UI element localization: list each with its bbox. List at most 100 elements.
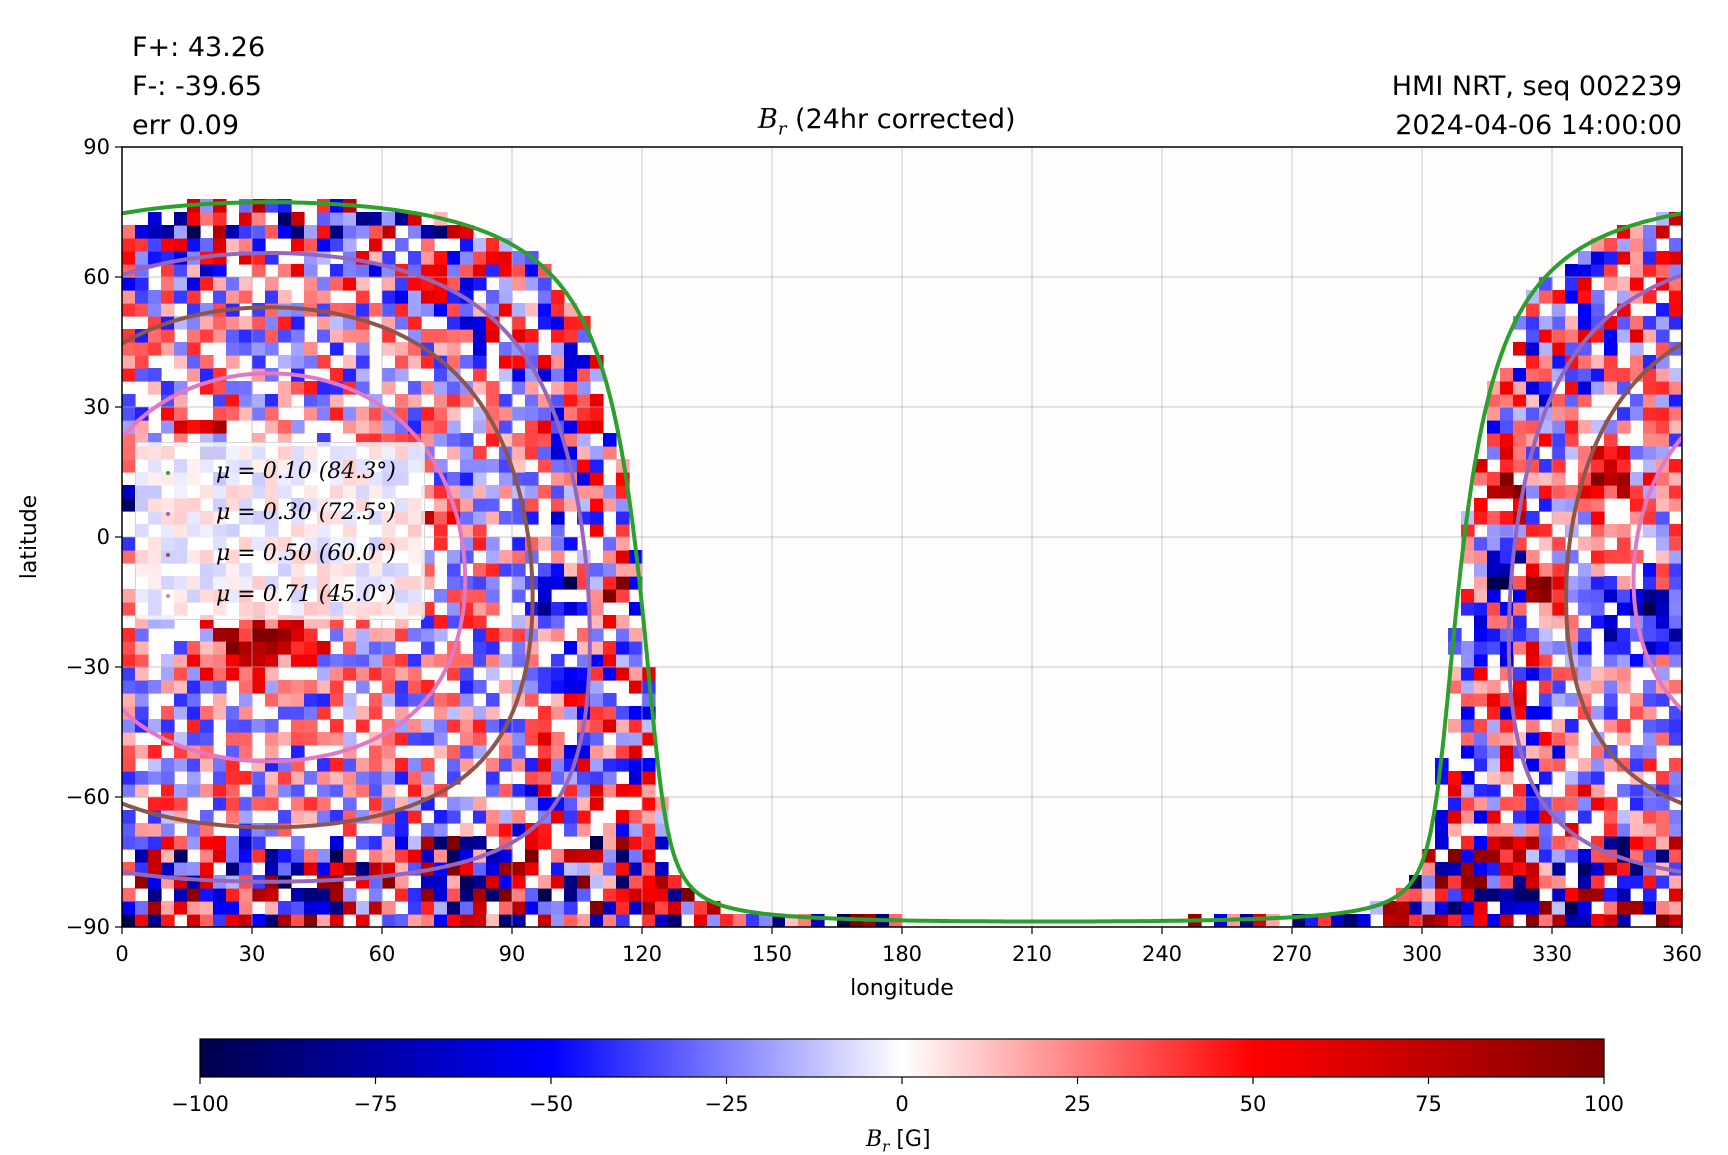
heat-cell — [1513, 407, 1527, 421]
heat-cell — [1669, 706, 1682, 720]
heat-cell — [343, 667, 357, 681]
heat-cell — [200, 316, 214, 330]
heat-cell — [382, 693, 396, 707]
chart-title: Br (24hr corrected) — [758, 104, 1016, 139]
heat-cell — [1539, 537, 1553, 551]
heat-cell — [603, 485, 617, 499]
heat-cell — [486, 563, 500, 577]
heat-cell — [395, 628, 409, 642]
heat-cell — [1617, 862, 1631, 876]
heat-cell — [395, 849, 409, 863]
heat-cell — [616, 641, 630, 655]
heat-cell — [1591, 381, 1605, 395]
heat-cell — [577, 771, 591, 785]
heat-cell — [161, 225, 175, 239]
heat-cell — [1578, 628, 1592, 642]
heat-cell — [174, 407, 188, 421]
heat-cell — [278, 329, 292, 343]
heat-cell — [1526, 849, 1540, 863]
heat-cell — [538, 537, 552, 551]
heat-cell — [1669, 238, 1682, 252]
heat-cell — [473, 706, 487, 720]
heat-cell — [551, 758, 565, 772]
heat-cell — [460, 277, 474, 291]
heat-cell — [434, 537, 448, 551]
heat-cell — [148, 771, 162, 785]
heat-cell — [1474, 693, 1488, 707]
heat-cell — [1526, 888, 1540, 902]
heat-cell — [187, 706, 201, 720]
y-tick-label: 0 — [97, 525, 110, 549]
heat-cell — [213, 394, 227, 408]
heat-cell — [525, 381, 539, 395]
heat-cell — [629, 888, 643, 902]
heat-cell — [1643, 901, 1657, 915]
heat-cell — [1448, 810, 1462, 824]
heat-cell — [1435, 901, 1449, 915]
heat-cell — [421, 784, 435, 798]
heat-cell — [733, 914, 747, 927]
heat-cell — [1513, 589, 1527, 603]
heat-cell — [135, 303, 149, 317]
heat-cell — [1656, 797, 1670, 811]
heat-cell — [577, 810, 591, 824]
heat-cell — [213, 758, 227, 772]
heat-cell — [408, 654, 422, 668]
heat-cell — [1591, 849, 1605, 863]
heat-cell — [174, 264, 188, 278]
heat-cell — [1461, 849, 1475, 863]
heat-cell — [174, 355, 188, 369]
colorbar-tick-label: 75 — [1415, 1092, 1442, 1116]
heat-cell — [278, 706, 292, 720]
heat-cell — [603, 654, 617, 668]
heat-cell — [330, 628, 344, 642]
x-tick-label: 300 — [1402, 942, 1442, 966]
heat-cell — [1565, 849, 1579, 863]
heat-cell — [590, 771, 604, 785]
heat-cell — [1669, 836, 1682, 850]
heat-cell — [1617, 888, 1631, 902]
heat-cell — [512, 784, 526, 798]
heat-cell — [1461, 862, 1475, 876]
heat-cell — [291, 862, 305, 876]
heat-cell — [252, 797, 266, 811]
heat-cell — [1578, 355, 1592, 369]
heat-cell — [1539, 823, 1553, 837]
heat-cell — [395, 810, 409, 824]
x-tick-label: 210 — [1012, 942, 1052, 966]
heat-cell — [1526, 732, 1540, 746]
heat-cell — [1578, 875, 1592, 889]
heat-cell — [265, 849, 279, 863]
heat-cell — [226, 329, 240, 343]
heat-cell — [1604, 706, 1618, 720]
heat-cell — [447, 342, 461, 356]
heat-cell — [629, 901, 643, 915]
heat-cell — [434, 888, 448, 902]
heat-cell — [1656, 771, 1670, 785]
heat-cell — [616, 589, 630, 603]
heat-cell — [213, 914, 227, 927]
heat-cell — [1578, 277, 1592, 291]
heat-cell — [1500, 485, 1514, 499]
heat-cell — [577, 784, 591, 798]
heat-cell — [1500, 433, 1514, 447]
heat-cell — [356, 758, 370, 772]
heat-cell — [1656, 810, 1670, 824]
heat-cell — [655, 888, 669, 902]
heat-cell — [1643, 563, 1657, 577]
heat-cell — [382, 771, 396, 785]
heat-cell — [161, 264, 175, 278]
heat-cell — [473, 901, 487, 915]
heat-cell — [1461, 680, 1475, 694]
heat-cell — [148, 745, 162, 759]
heat-cell — [1656, 498, 1670, 512]
heat-cell — [577, 628, 591, 642]
heat-cell — [239, 641, 253, 655]
heat-cell — [499, 290, 513, 304]
heat-cell — [382, 667, 396, 681]
heat-cell — [122, 745, 136, 759]
heat-cell — [538, 589, 552, 603]
heat-cell — [187, 641, 201, 655]
heat-cell — [538, 914, 552, 927]
heat-cell — [226, 394, 240, 408]
